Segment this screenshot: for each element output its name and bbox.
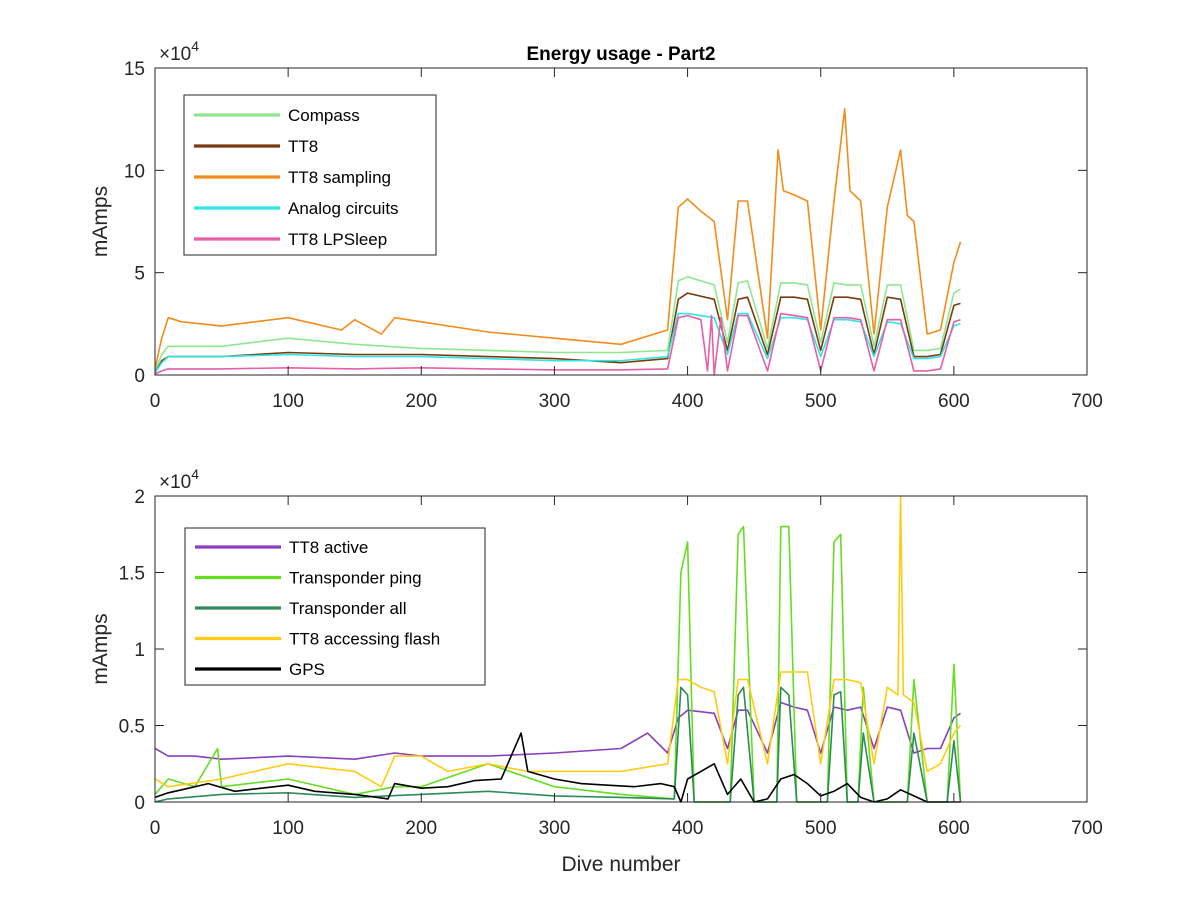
- series-line-tt8-active: [155, 701, 961, 761]
- x-tick-label: 700: [1071, 391, 1103, 412]
- legend-box: [183, 94, 437, 256]
- x-tick-label: 700: [1071, 818, 1103, 839]
- y-axis-label: mAmps: [89, 186, 112, 257]
- y-tick-label: 15: [124, 59, 145, 80]
- y-exponent-base: ×10: [159, 44, 191, 65]
- x-tick-label: 100: [272, 391, 304, 412]
- top-subplot: 0 100 200 300 400 500 600 700 0 5 10 15 ×104 mAmps Ene…: [89, 38, 1103, 412]
- y-tick-label: 0: [134, 793, 145, 814]
- legend: TT8 active Transponder ping Transponder al…: [184, 527, 486, 686]
- x-tick-label: 100: [272, 818, 304, 839]
- x-tick-label: 200: [405, 391, 437, 412]
- y-exponent-power: 4: [191, 38, 199, 54]
- x-tick-label: 600: [938, 391, 970, 412]
- legend-label: TT8 accessing flash: [289, 630, 440, 649]
- y-tick-label: 1.5: [119, 564, 145, 585]
- y-tick-label: 1: [134, 640, 145, 661]
- legend-label: Transponder all: [289, 599, 407, 618]
- legend-label: TT8 LPSleep: [288, 230, 387, 249]
- series-line-compass: [155, 275, 961, 372]
- y-axis-label: mAmps: [89, 613, 112, 684]
- x-tick-label: 0: [150, 818, 161, 839]
- x-tick-label: 300: [539, 391, 571, 412]
- y-tick-label: 10: [124, 161, 145, 182]
- y-tick-label: 2: [134, 487, 145, 508]
- x-tick-label: 500: [805, 391, 837, 412]
- y-exponent-multiplier: ×104: [159, 466, 199, 493]
- x-tick-label: 400: [672, 391, 704, 412]
- axes-frame: [154, 67, 1088, 376]
- legend-label: Compass: [288, 106, 360, 125]
- legend-label: TT8 sampling: [288, 168, 391, 187]
- series-line-tt8: [155, 292, 961, 374]
- y-tick-label: 0: [134, 366, 145, 387]
- legend-label: Transponder ping: [289, 569, 422, 588]
- y-exponent-multiplier: ×104: [159, 38, 199, 65]
- x-tick-label: 300: [539, 818, 571, 839]
- legend-label: GPS: [289, 660, 325, 679]
- x-tick-label: 0: [150, 391, 161, 412]
- x-tick-label: 600: [938, 818, 970, 839]
- bottom-subplot: 0 100 200 300 400 500 600 700 0 0.5 1 1.5 2 ×104 mAmps…: [89, 466, 1103, 876]
- y-exponent-base: ×10: [159, 472, 191, 493]
- y-tick-label: 5: [134, 264, 145, 285]
- chart-title: Energy usage - Part2: [526, 44, 715, 65]
- x-tick-label: 500: [805, 818, 837, 839]
- x-axis-label: Dive number: [561, 853, 680, 876]
- x-tick-label: 400: [672, 818, 704, 839]
- x-tick-label: 200: [405, 818, 437, 839]
- series-line-tt8-sampling: [155, 108, 962, 370]
- legend: Compass TT8 TT8 sampling Analog circuits TT8…: [183, 94, 437, 256]
- y-exponent-power: 4: [191, 466, 199, 482]
- legend-label: TT8 active: [289, 538, 368, 557]
- legend-label: TT8: [288, 137, 318, 156]
- series-line-gps: [155, 732, 961, 803]
- series-line-analog-circuits: [155, 312, 961, 374]
- legend-label: Analog circuits: [288, 199, 399, 218]
- series-line-tt8-accessing-flash: [155, 495, 962, 788]
- y-tick-label: 0.5: [119, 717, 145, 738]
